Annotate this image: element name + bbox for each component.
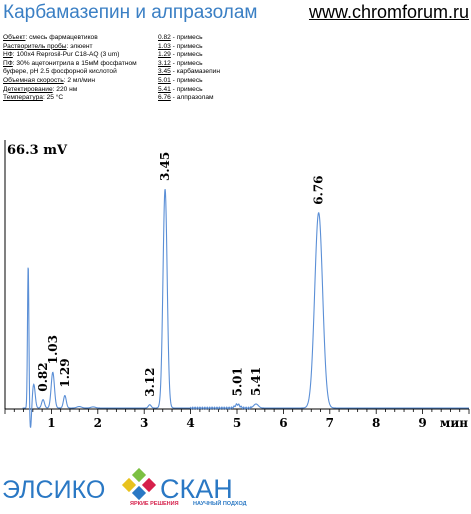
peak-label: 3.12 <box>143 367 157 396</box>
peak-row: 1.03 - примесь <box>158 43 298 52</box>
logo-elsiko-text: ЭЛСИКО <box>2 476 106 504</box>
condition-value: : 30% ацетонитрила в 15мМ фосфатном <box>12 59 137 67</box>
peak-time: 0.82 <box>158 34 171 41</box>
conditions-list: Объект: смесь фармацевтиков Растворитель … <box>3 34 153 103</box>
condition-value: : смесь фармацевтиков <box>25 34 98 41</box>
peak-row: 6.76 - алпразолам <box>158 94 298 103</box>
condition-key: ПФ <box>3 59 13 67</box>
condition-row: НФ: 100x4 Reprosil-Pur C18-AQ (3 um) <box>3 51 153 60</box>
logo-tagline-red: ЯРКИЕ РЕШЕНИЯ <box>130 501 179 507</box>
peak-time: 1.03 <box>158 42 171 50</box>
peak-time: 3.45 <box>158 68 171 76</box>
peak-table: 0.82 - примесь 1.03 - примесь 1.29 - приме… <box>158 34 298 103</box>
peak-label: 1.03 <box>46 335 60 364</box>
logo-tagline-blue: НАУЧНЫЙ ПОДХОД <box>193 501 247 507</box>
x-tick-label: 3 <box>140 416 148 430</box>
x-tick-label: 4 <box>186 416 194 430</box>
x-tick-label: 5 <box>233 416 241 430</box>
condition-row: Растворитель пробы: элюент <box>3 43 153 52</box>
peak-label: 1.29 <box>58 358 72 387</box>
condition-value: буфере, pH 2.5 фосфорной кислотой <box>3 68 117 76</box>
x-tick-label: 9 <box>418 416 426 430</box>
condition-key: Температура <box>3 94 43 102</box>
peak-name: - алпразолам <box>170 94 214 102</box>
condition-value: : 25 °C <box>42 94 64 102</box>
condition-row: Детектирование: 220 нм <box>3 86 153 95</box>
condition-row: Объемная скорость: 2 мл/мин <box>3 77 153 86</box>
y-max-label: 66.3 mV <box>7 143 68 158</box>
peak-row: 5.01 - примесь <box>158 77 298 86</box>
condition-value: : 220 нм <box>52 85 78 93</box>
site-link[interactable]: www.chromforum.ru <box>308 2 469 22</box>
x-tick-label: 8 <box>372 416 380 430</box>
peak-time: 5.01 <box>158 76 171 84</box>
peak-row: 5.41 - примесь <box>158 86 298 95</box>
peak-label: 5.01 <box>230 367 244 396</box>
peak-row: 3.45 - карбамазепин <box>158 68 298 77</box>
peak-time: 1.29 <box>158 51 171 59</box>
condition-row: ПФ: 30% ацетонитрила в 15мМ фосфатном <box>3 60 153 69</box>
peak-label: 0.82 <box>36 362 50 391</box>
chart-title: Карбамазепин и алпразолам <box>3 2 258 23</box>
condition-row: Объект: смесь фармацевтиков <box>3 34 153 43</box>
peak-name: - примесь <box>170 51 203 59</box>
peak-time: 6.76 <box>158 94 171 102</box>
peak-name: - примесь <box>170 42 203 50</box>
condition-value: : 2 мл/мин <box>63 76 95 84</box>
condition-key: Детектирование <box>3 85 53 93</box>
x-tick-label: 2 <box>94 416 102 430</box>
chromatogram-trace <box>22 188 469 428</box>
condition-key: Объемная скорость <box>3 76 64 84</box>
condition-key: НФ <box>3 51 13 59</box>
x-axis-label: мин <box>440 416 468 430</box>
peak-name: - карбамазепин <box>170 68 220 76</box>
peak-time: 5.41 <box>158 85 171 93</box>
peak-row: 1.29 - примесь <box>158 51 298 60</box>
condition-value: : элюент <box>66 42 93 50</box>
peak-name: - примесь <box>170 76 203 84</box>
chromatogram: 66.3 mV 1 2 3 4 5 6 7 8 9 мин 0.821.031.29 3.12 3.45 5… <box>4 140 470 430</box>
condition-value: : 100x4 Reprosil-Pur C18-AQ (3 um) <box>12 51 120 59</box>
logo-cube-icon <box>121 468 157 501</box>
condition-row: Температура: 25 °C <box>3 94 153 103</box>
peak-label: 5.41 <box>249 367 263 396</box>
peak-row: 0.82 - примесь <box>158 34 298 43</box>
peak-row: 3.12 - примесь <box>158 60 298 69</box>
peak-label: 3.45 <box>158 152 172 181</box>
x-tick-label: 7 <box>326 416 334 430</box>
company-logo: ЭЛСИКО СКАН ЯРКИЕ РЕШЕНИЯ НАУЧНЫЙ ПОДХОД <box>0 468 260 514</box>
condition-key: Объект <box>3 34 26 41</box>
x-tick-label: 6 <box>279 416 287 430</box>
peak-name: - примесь <box>170 59 203 67</box>
peak-time: 3.12 <box>158 59 171 67</box>
peak-name: - примесь <box>170 85 203 93</box>
condition-key: Растворитель пробы <box>3 42 67 50</box>
logo-skan-text: СКАН <box>160 474 233 504</box>
condition-row: буфере, pH 2.5 фосфорной кислотой <box>3 68 153 77</box>
peak-label: 6.76 <box>312 175 326 204</box>
peak-name: - примесь <box>170 34 203 41</box>
x-tick-label: 1 <box>47 416 55 430</box>
